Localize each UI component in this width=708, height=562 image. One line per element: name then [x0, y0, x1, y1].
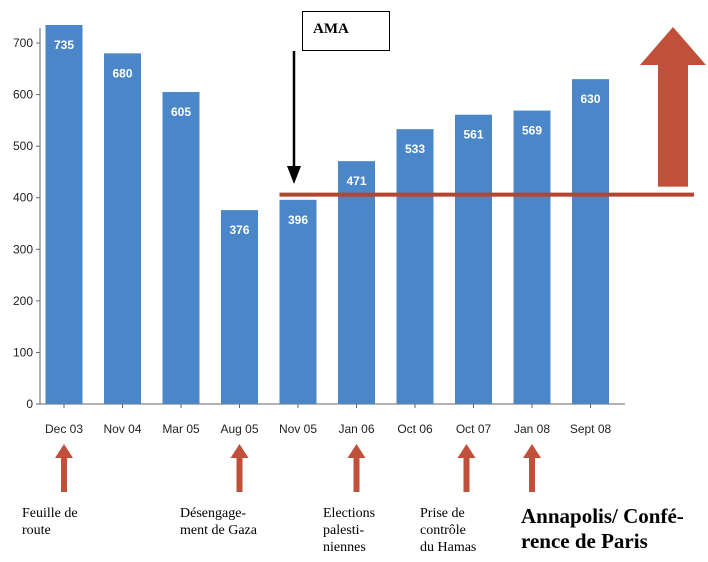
bar-value-label: 533 — [405, 142, 425, 156]
bar — [338, 161, 375, 404]
event-annotation-line: niennes — [323, 540, 366, 555]
event-annotation: Feuille de route — [22, 505, 78, 539]
category-label: Jan 08 — [514, 422, 550, 436]
event-annotation-line: Annapolis/ Confé- — [521, 504, 684, 528]
event-arrow — [523, 444, 541, 492]
bar-value-label: 471 — [346, 174, 366, 188]
y-tick-label: 600 — [13, 88, 33, 102]
bar-value-label: 680 — [112, 66, 132, 80]
event-annotation-line: palesti- — [323, 523, 365, 538]
event-annotation-line: rence de Paris — [521, 529, 648, 553]
event-annotation-line: Prise de — [420, 506, 465, 521]
category-label: Sept 08 — [570, 422, 612, 436]
bar — [455, 114, 492, 405]
category-label: Aug 05 — [220, 422, 258, 436]
bar-value-label: 396 — [288, 213, 308, 227]
event-annotation-line: route — [22, 523, 51, 538]
y-tick-label: 500 — [13, 139, 33, 153]
event-arrow — [457, 444, 476, 492]
event-arrow — [230, 444, 249, 492]
y-tick-label: 300 — [13, 242, 33, 256]
y-tick-label: 0 — [26, 397, 33, 411]
ama-callout-label: AMA — [313, 21, 349, 37]
trend-up-arrow — [640, 27, 706, 187]
y-tick-label: 700 — [13, 36, 33, 50]
bar-value-label: 605 — [171, 105, 191, 119]
reference-line-group — [279, 27, 706, 197]
bar-value-label: 630 — [580, 92, 600, 106]
event-annotation-line: Feuille de — [22, 506, 78, 521]
event-arrows — [55, 444, 541, 492]
event-annotation: Elections palesti-niennes — [323, 505, 375, 556]
bar — [572, 79, 609, 405]
event-arrow — [55, 444, 73, 492]
bar — [221, 210, 258, 404]
bars: 735 Dec 03 680 Nov 04 605 Mar 05 376 Aug 05 396 N… — [45, 25, 612, 436]
category-label: Oct 06 — [397, 422, 433, 436]
y-tick-label: 200 — [13, 294, 33, 308]
ama-callout-box: AMA — [302, 11, 390, 51]
category-label: Nov 05 — [279, 422, 317, 436]
event-annotation-line: contrôle — [420, 523, 466, 538]
bar-value-label: 735 — [54, 38, 74, 52]
bar-value-label: 561 — [463, 128, 483, 142]
category-label: Nov 04 — [103, 422, 141, 436]
event-annotation-line: Désengage- — [180, 506, 247, 521]
category-label: Oct 07 — [456, 422, 492, 436]
category-label: Mar 05 — [162, 422, 200, 436]
event-annotation: Désengage-ment de Gaza — [180, 505, 257, 539]
bar — [396, 129, 434, 405]
y-tick-label: 400 — [13, 191, 33, 205]
category-label: Jan 06 — [338, 422, 374, 436]
bar — [45, 25, 83, 404]
bar — [279, 199, 317, 404]
event-annotation-line: ment de Gaza — [180, 523, 257, 538]
event-annotation-line: Elections — [323, 506, 376, 521]
bar — [162, 92, 200, 405]
y-tick-label: 100 — [13, 345, 33, 359]
bar-value-label: 569 — [522, 124, 542, 138]
bar — [513, 110, 551, 404]
event-annotation-line: du Hamas — [420, 540, 477, 555]
event-arrow — [347, 444, 366, 492]
bar-value-label: 376 — [229, 223, 249, 237]
event-annotation: Annapolis/ Confé-rence de Paris — [521, 504, 684, 554]
bar — [104, 53, 141, 405]
ama-callout-arrowhead — [287, 166, 301, 184]
event-annotation: Prise de contrôle du Hamas — [420, 505, 476, 556]
category-label: Dec 03 — [45, 422, 83, 436]
